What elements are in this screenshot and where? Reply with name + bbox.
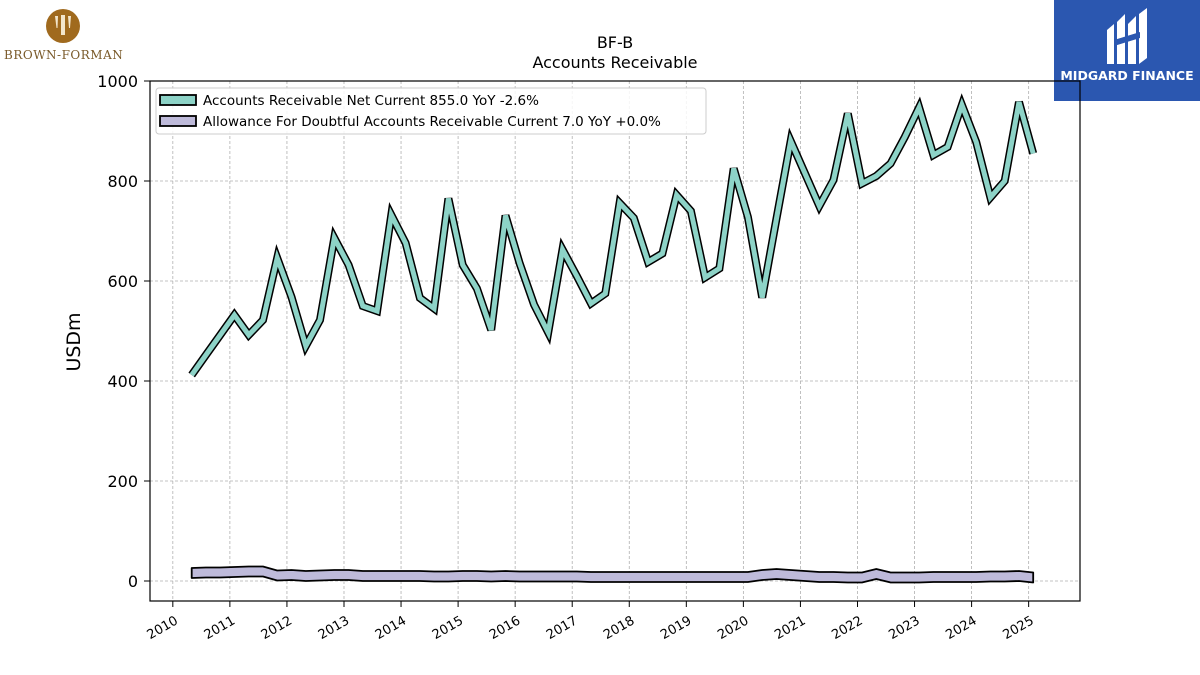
x-tick-label: 2014 — [373, 613, 409, 643]
midgard-finance-logo: MIDGARD FINANCE — [1054, 0, 1200, 101]
series-2-line — [190, 565, 1035, 584]
legend-label-2: Allowance For Doubtful Accounts Receivab… — [203, 114, 661, 130]
y-axis-label: USDm — [63, 312, 85, 371]
plot-area: 0 200 400 600 800 1000 2010 2011 2012 2013 2014 201… — [97, 72, 1081, 643]
y-tick-label: 600 — [107, 272, 138, 291]
axes-frame — [149, 80, 1081, 602]
brown-forman-emblem-icon — [46, 9, 80, 43]
y-tick-label: 1000 — [97, 72, 138, 91]
chart-title: BF-B — [597, 33, 633, 52]
legend-box — [155, 87, 707, 135]
brown-forman-logo: BROWN-FORMAN — [0, 4, 128, 64]
x-tick-label: 2025 — [1000, 613, 1036, 643]
x-tick-label: 2018 — [601, 613, 637, 643]
x-tick-label: 2013 — [316, 613, 352, 643]
x-tick-label: 2019 — [658, 613, 694, 643]
x-tick-label: 2015 — [430, 613, 466, 643]
midgard-emblem-icon — [1107, 8, 1147, 64]
x-tick-label: 2012 — [259, 613, 295, 643]
x-tick-label: 2023 — [886, 613, 922, 643]
x-tick-label: 2022 — [829, 613, 865, 643]
x-tick-label: 2017 — [544, 613, 580, 643]
y-tick-label: 0 — [128, 572, 138, 591]
x-tick-label: 2010 — [145, 613, 181, 643]
y-tick-label: 400 — [107, 372, 138, 391]
y-tick-label: 800 — [107, 172, 138, 191]
legend-swatch-2 — [159, 115, 197, 127]
legend-label-1: Accounts Receivable Net Current 855.0 Yo… — [203, 93, 539, 109]
x-tick-label: 2024 — [943, 613, 979, 643]
series-1-line — [189, 97, 1036, 377]
legend-swatch-1 — [159, 94, 197, 106]
x-tick-label: 2011 — [202, 613, 238, 643]
y-tick-label: 200 — [107, 472, 138, 491]
x-tick-label: 2016 — [487, 613, 523, 643]
x-tick-label: 2021 — [772, 613, 808, 643]
midgard-finance-wordmark: MIDGARD FINANCE — [1060, 68, 1194, 83]
brown-forman-wordmark: BROWN-FORMAN — [4, 48, 124, 62]
x-tick-label: 2020 — [715, 613, 751, 643]
chart-subtitle: Accounts Receivable — [532, 53, 697, 72]
